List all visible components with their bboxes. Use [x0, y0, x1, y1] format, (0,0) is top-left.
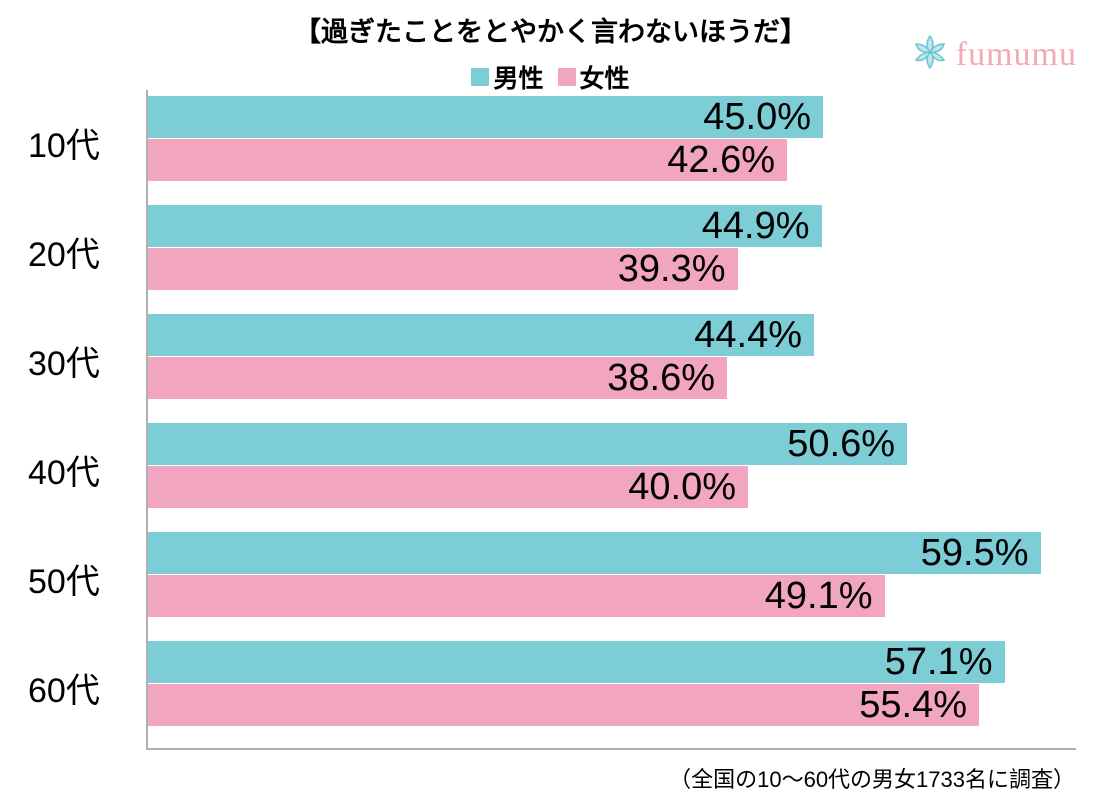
bar-value-label: 59.5%: [148, 532, 1029, 574]
category-label: 40代: [28, 445, 138, 494]
bar-value-label: 44.9%: [148, 205, 810, 247]
bar-group: 60代57.1%55.4%: [148, 641, 1076, 726]
bar-value-label: 45.0%: [148, 96, 811, 138]
bar-group: 50代59.5%49.1%: [148, 532, 1076, 617]
bar-value-label: 38.6%: [148, 357, 715, 399]
bar-value-label: 55.4%: [148, 684, 967, 726]
bar-value-label: 39.3%: [148, 248, 726, 290]
chart-plot: 10代45.0%42.6%20代44.9%39.3%30代44.4%38.6%4…: [18, 90, 1083, 760]
chart-footnote: （全国の10～60代の男女1733名に調査）: [669, 762, 1075, 794]
category-label: 20代: [28, 227, 138, 276]
legend-swatch: [558, 68, 576, 86]
flower-icon: [910, 32, 950, 77]
category-label: 50代: [28, 554, 138, 603]
bar-value-label: 44.4%: [148, 314, 802, 356]
brand-logo-text: fumumu: [956, 36, 1077, 74]
bar-group: 10代45.0%42.6%: [148, 96, 1076, 181]
bar-group: 40代50.6%40.0%: [148, 423, 1076, 508]
legend-swatch: [471, 68, 489, 86]
bar-value-label: 50.6%: [148, 423, 895, 465]
bar-group: 20代44.9%39.3%: [148, 205, 1076, 290]
bar-value-label: 42.6%: [148, 139, 775, 181]
category-label: 30代: [28, 336, 138, 385]
category-label: 60代: [28, 663, 138, 712]
bar-value-label: 49.1%: [148, 575, 873, 617]
brand-logo: fumumu: [910, 32, 1077, 77]
category-label: 10代: [28, 118, 138, 167]
bar-value-label: 57.1%: [148, 641, 993, 683]
plot-area: 10代45.0%42.6%20代44.9%39.3%30代44.4%38.6%4…: [146, 90, 1076, 750]
bar-group: 30代44.4%38.6%: [148, 314, 1076, 399]
bar-value-label: 40.0%: [148, 466, 736, 508]
